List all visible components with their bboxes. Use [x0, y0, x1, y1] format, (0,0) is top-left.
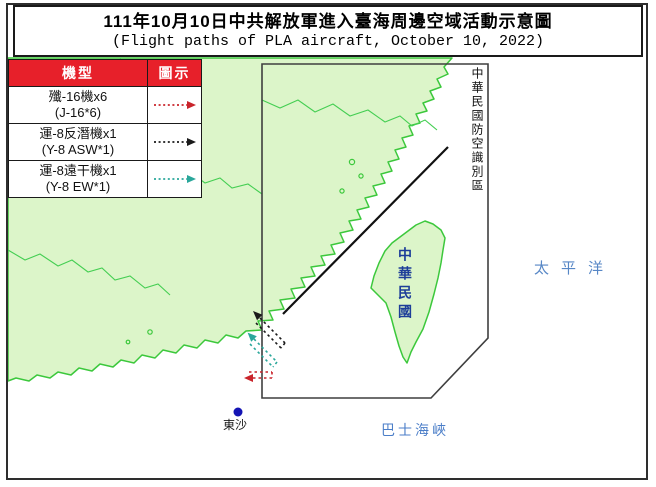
dongsha-label: 東沙: [223, 418, 248, 432]
taiwan-label: 中華民國: [397, 247, 413, 323]
title-chinese: 111年10月10日中共解放軍進入臺海周邊空域活動示意圖: [103, 11, 553, 31]
legend-row-j16: 殲-16機x6 (J-16*6): [9, 86, 201, 123]
aircraft-name-zh: 運-8反潛機x1: [39, 125, 117, 141]
title-english: (Flight paths of PLA aircraft, October 1…: [111, 33, 545, 51]
aircraft-name-zh: 運-8遠干機x1: [39, 162, 117, 178]
offshore-islands: [125, 158, 364, 345]
dotted-arrow-red-icon: [153, 101, 196, 109]
legend-aircraft-name: 運-8遠干機x1 (Y-8 EW*1): [9, 161, 148, 197]
adiz-label: 中華民國防空識別區: [470, 67, 484, 193]
aircraft-name-en: (Y-8 EW*1): [45, 179, 111, 194]
j16-flight-path: [244, 371, 273, 382]
aircraft-name-zh: 殲-16機x6: [48, 88, 108, 104]
taiwan-island: [370, 220, 446, 364]
aircraft-name-en: (Y-8 ASW*1): [41, 142, 115, 157]
dotted-arrow-teal-icon: [153, 175, 196, 183]
legend-row-y8asw: 運-8反潛機x1 (Y-8 ASW*1): [9, 123, 201, 160]
bashi-channel-label: 巴士海峽: [381, 422, 449, 438]
y8ew-flight-path: [247, 332, 278, 368]
legend-row-y8ew: 運-8遠干機x1 (Y-8 EW*1): [9, 160, 201, 197]
y8asw-flight-path: [253, 311, 286, 349]
dongsha-island-dot: [233, 407, 243, 417]
aircraft-name-en: (J-16*6): [54, 105, 102, 120]
legend-table: 機型 圖示 殲-16機x6 (J-16*6) 運-8反潛機x1 (Y-8 ASW…: [8, 59, 202, 198]
dotted-arrow-black-icon: [153, 138, 196, 146]
legend-aircraft-name: 運-8反潛機x1 (Y-8 ASW*1): [9, 124, 148, 160]
pacific-ocean-label: 太平洋: [534, 260, 616, 277]
legend-col-aircraft-type: 機型: [9, 60, 148, 86]
legend-header-row: 機型 圖示: [9, 60, 201, 86]
adiz-boundary: [261, 63, 489, 399]
legend-col-icon: 圖示: [158, 65, 191, 81]
strait-median-line: [282, 146, 449, 315]
legend-aircraft-name: 殲-16機x6 (J-16*6): [9, 87, 148, 123]
title-box: 111年10月10日中共解放軍進入臺海周邊空域活動示意圖 (Flight pat…: [13, 5, 643, 57]
